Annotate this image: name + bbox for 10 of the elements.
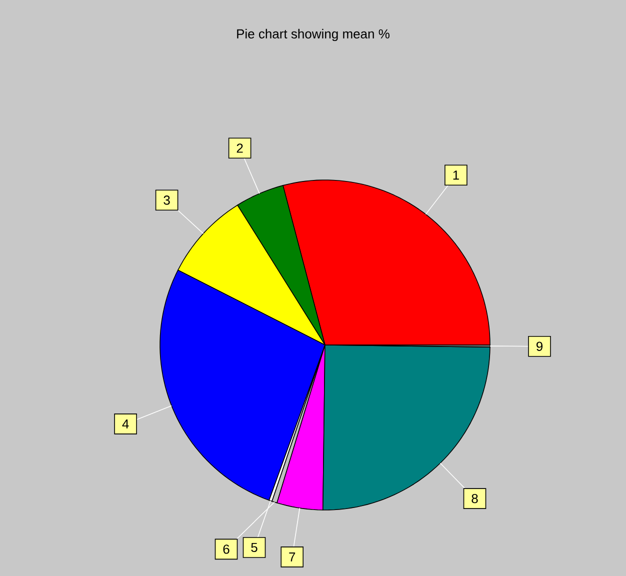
slice-label: 5 (251, 542, 258, 552)
slice-label: 1 (453, 170, 459, 180)
slice-label: 7 (289, 552, 296, 562)
slice-label: 8 (472, 494, 478, 504)
slice-label: 6 (223, 544, 230, 554)
slice-label: 9 (536, 342, 543, 351)
slice-label: 3 (164, 196, 170, 205)
slice-label: 4 (122, 419, 129, 428)
chart-title: Pie chart showing mean % (237, 28, 390, 42)
slice-label: 2 (236, 144, 243, 153)
